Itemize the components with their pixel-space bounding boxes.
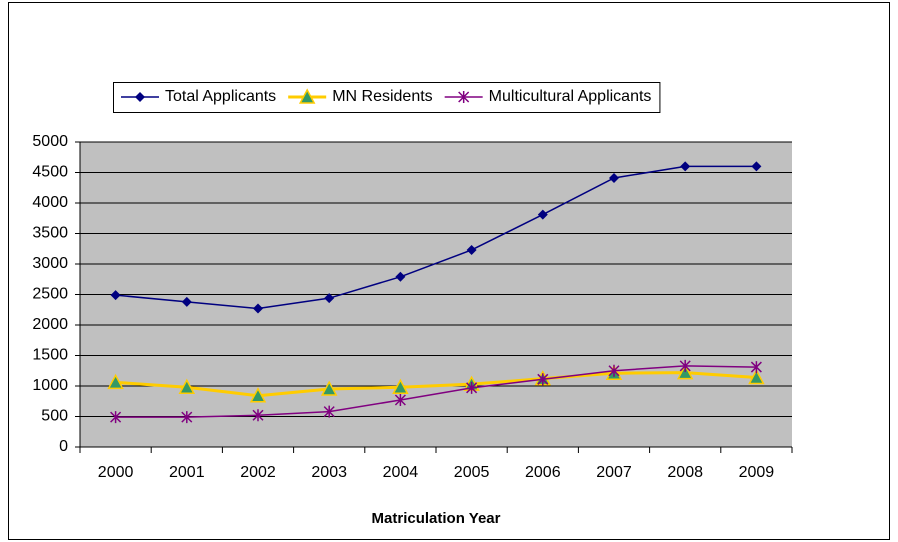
legend-label: Multicultural Applicants (489, 88, 652, 105)
point (253, 303, 263, 314)
point (748, 368, 765, 385)
x-tick-label: 2003 (311, 464, 347, 481)
series-line (115, 371, 757, 398)
point (608, 364, 620, 377)
series-line (115, 365, 757, 418)
point (107, 373, 124, 390)
point (751, 161, 762, 172)
point (466, 381, 478, 394)
legend-marker (298, 88, 316, 104)
point (680, 161, 691, 172)
x-tick-label: 2004 (383, 464, 419, 481)
legend-label: MN Residents (332, 88, 432, 105)
legend-marker (458, 91, 470, 103)
point (110, 290, 121, 301)
x-tick-label: 2006 (525, 464, 561, 481)
point (750, 361, 762, 374)
point (392, 378, 409, 394)
x-tick-label: 2009 (739, 464, 775, 481)
x-tick-label: 2001 (169, 464, 205, 481)
x-tick-label: 2000 (98, 464, 134, 481)
point (609, 172, 619, 183)
y-tick-label: 2500 (32, 286, 68, 303)
x-axis-label: Matriculation Year (372, 510, 501, 527)
point (178, 378, 196, 394)
point (181, 411, 193, 424)
point (395, 271, 406, 282)
legend-box (113, 82, 661, 113)
point (252, 409, 264, 422)
point (466, 244, 477, 255)
point (323, 405, 335, 418)
legend: Total Applicants MN Residents Multicultura… (113, 82, 661, 113)
x-tick-label: 2007 (596, 464, 632, 481)
legend-label: Total Applicants (165, 88, 276, 105)
legend-marker (135, 92, 145, 102)
x-tick-label: 2008 (667, 464, 703, 481)
y-tick-label: 500 (41, 408, 68, 425)
point (324, 293, 335, 304)
point (320, 380, 338, 396)
x-tick-label: 2005 (454, 464, 490, 481)
point (676, 363, 694, 380)
point (181, 296, 192, 307)
y-tick-label: 2000 (32, 316, 68, 333)
x-tick-label: 2002 (240, 464, 276, 481)
y-tick-label: 3500 (32, 225, 68, 242)
point (537, 209, 548, 220)
y-tick-label: 1000 (32, 377, 68, 394)
point (679, 359, 691, 372)
point (249, 387, 267, 403)
point (394, 394, 406, 407)
y-tick-label: 4500 (32, 164, 68, 181)
y-tick-label: 1500 (32, 347, 68, 364)
y-tick-label: 4000 (32, 194, 68, 211)
y-tick-label: 3000 (32, 255, 68, 272)
y-tick-label: 0 (59, 438, 68, 455)
series-line (115, 165, 757, 310)
y-tick-label: 5000 (32, 133, 68, 150)
point (537, 373, 549, 386)
point (110, 411, 122, 424)
